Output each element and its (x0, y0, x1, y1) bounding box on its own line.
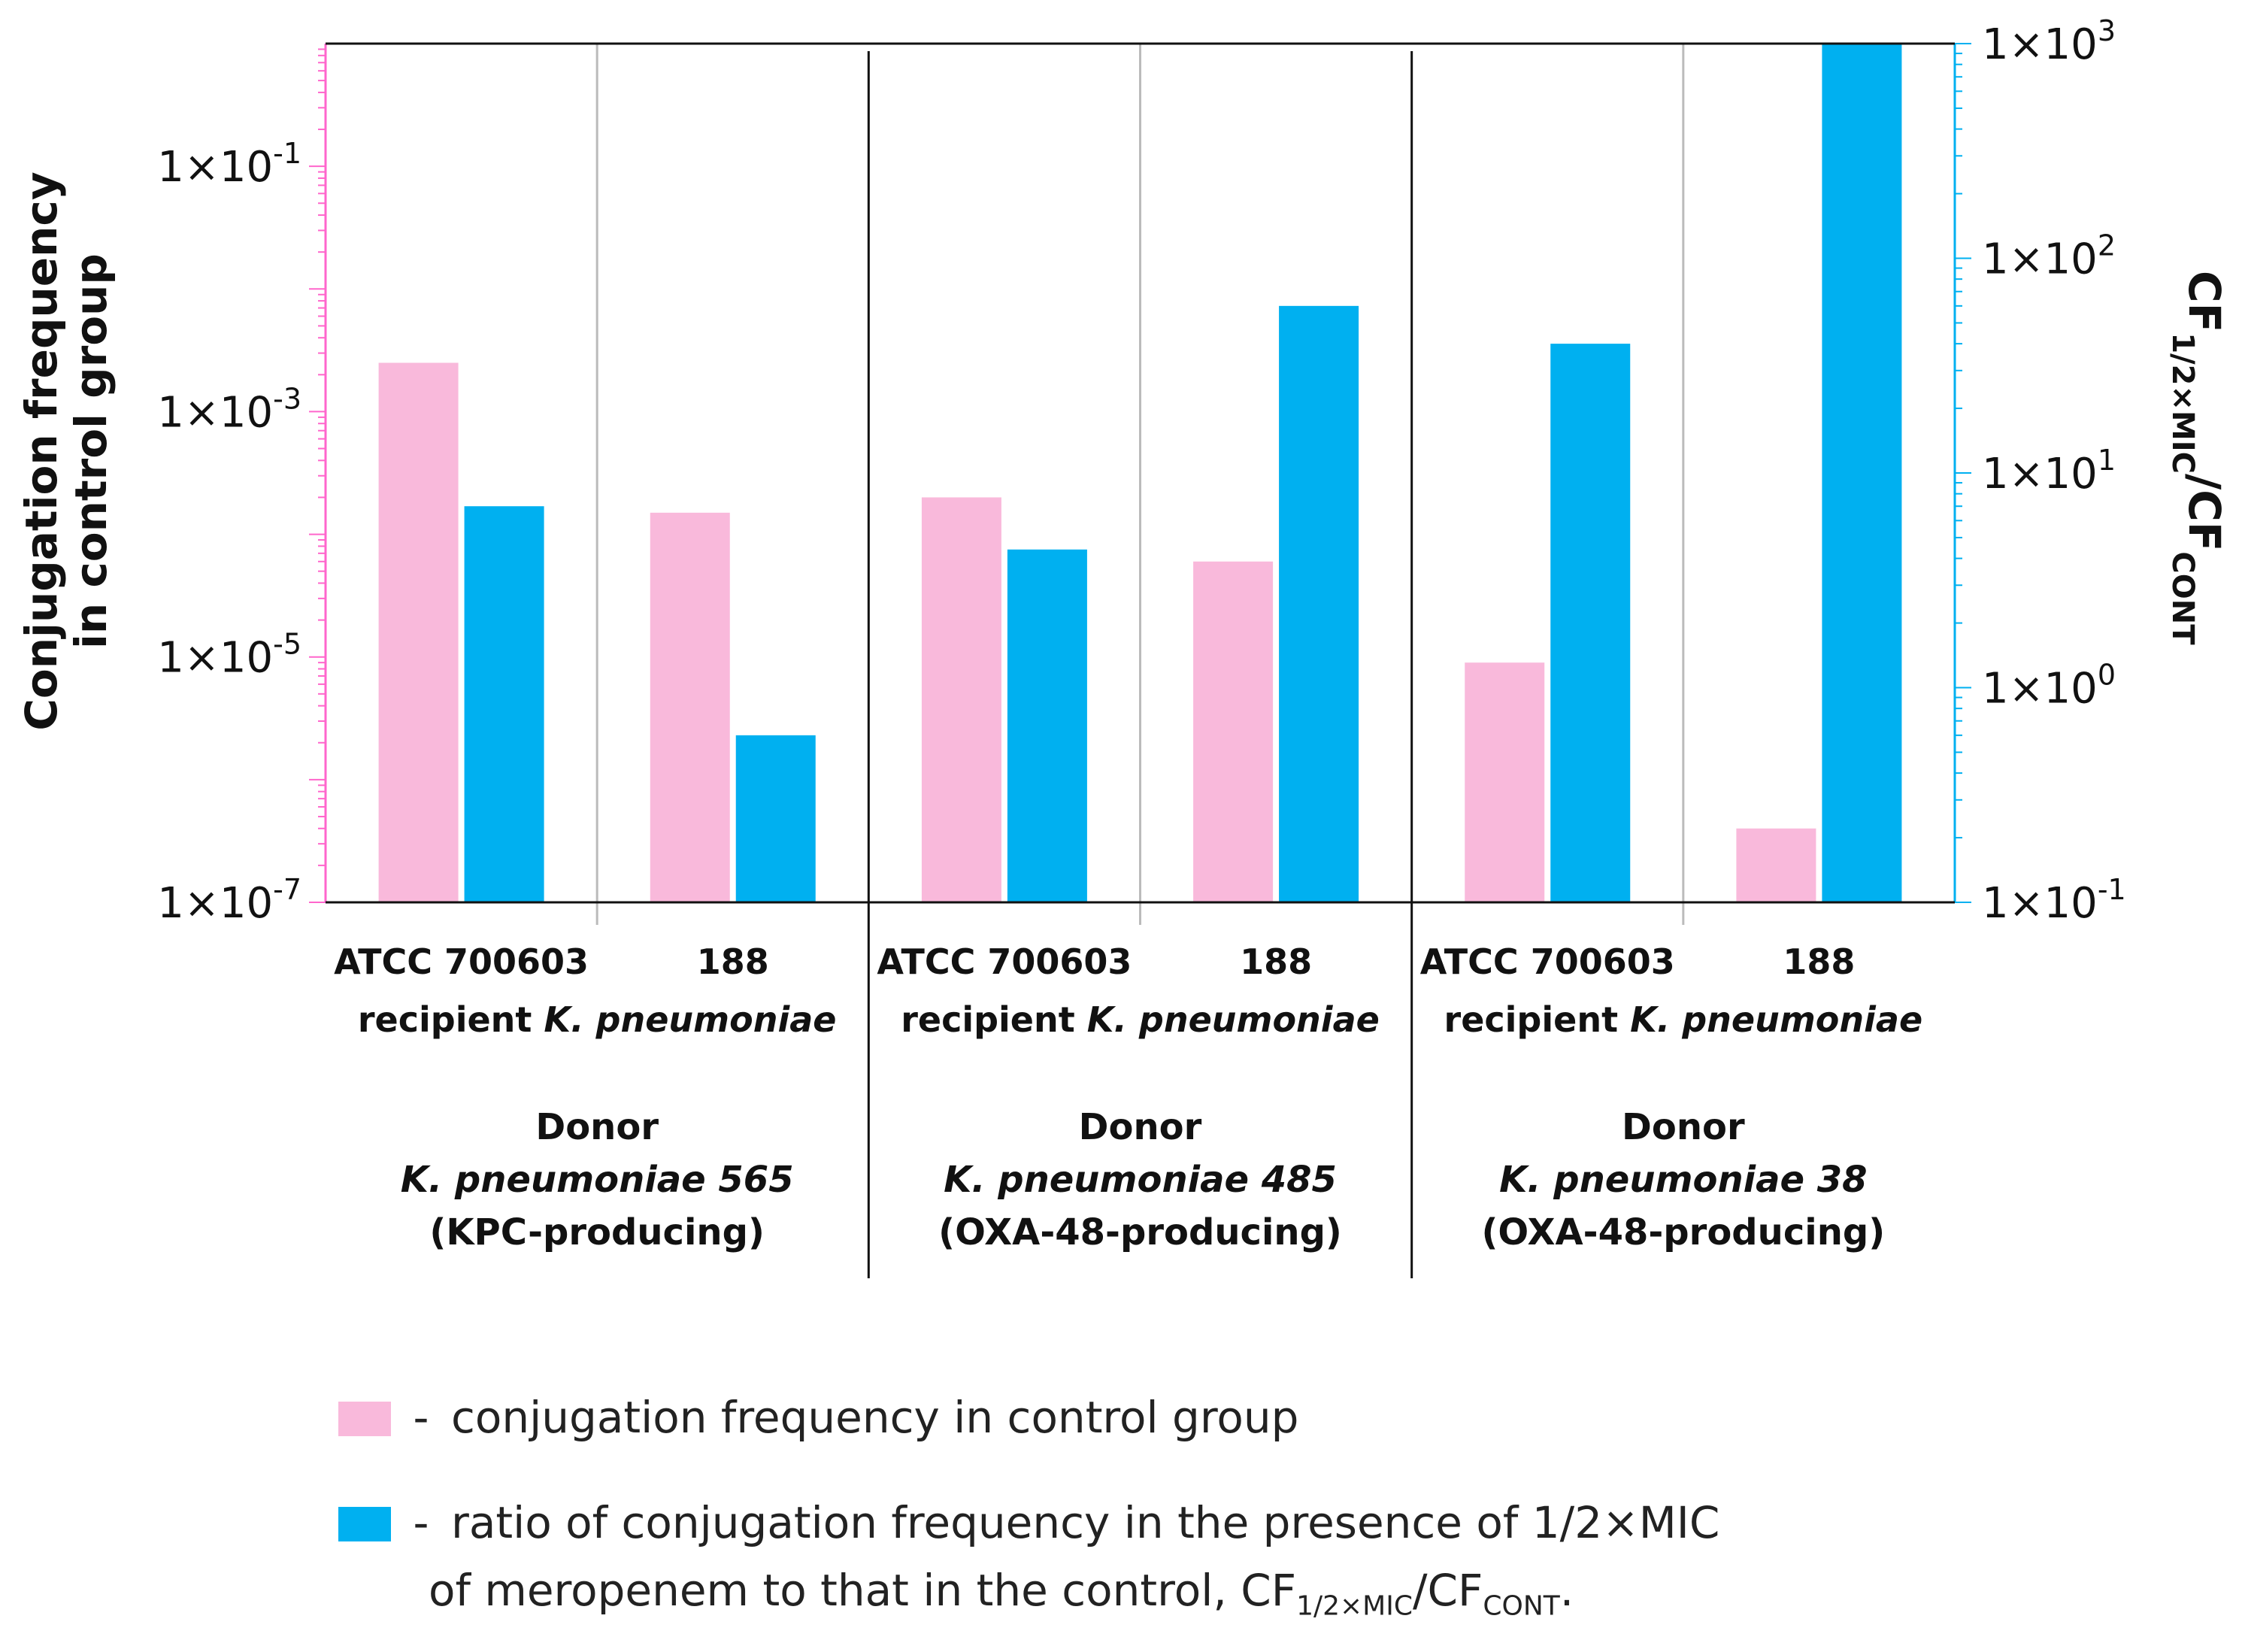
donor-name: K. pneumoniae 485 (944, 1159, 1337, 1201)
bar-ratio (1007, 549, 1087, 902)
bar-ratio (464, 506, 544, 902)
legend-text-blue: ratio of conjugation frequency in the pr… (451, 1489, 2218, 1557)
donor-label: Donor (1622, 1106, 1745, 1148)
donor-type: (OXA-48-producing) (1481, 1211, 1885, 1253)
x-category-label: 188 (1240, 941, 1312, 982)
y-right-label: CF1/2×MIC/CFCONT (2165, 271, 2230, 645)
x-category-label: ATCC 700603 (1420, 941, 1675, 982)
y-right-tick-label: 1×103 (1982, 14, 2116, 69)
bar-ratio (1279, 305, 1359, 902)
bars-layer (378, 44, 1902, 902)
y-left-label-line2: in control group (65, 253, 117, 649)
legend-dash: - (413, 1392, 429, 1443)
recipient-species-label: recipient K. pneumoniae (358, 999, 837, 1040)
x-category-label: 188 (1783, 941, 1855, 982)
y-right-tick-label: 1×10-1 (1982, 873, 2126, 928)
donor-name: K. pneumoniae 38 (1499, 1159, 1867, 1201)
chart: 1×10-7 1×10-5 1×10-3 1×10-1 1×10-1 1×100 1×101… (16, 14, 2230, 1278)
legend-dash: - (413, 1497, 429, 1548)
bar-control-frequency (921, 497, 1001, 902)
y-left-tick-label: 1×10-5 (157, 628, 301, 683)
bar-control-frequency (378, 362, 459, 902)
y-right-tick-label: 1×100 (1982, 659, 2116, 714)
bar-ratio (735, 735, 816, 902)
legend-text-blue-line1: ratio of conjugation frequency in the pr… (451, 1497, 1720, 1548)
bar-control-frequency (1465, 662, 1545, 902)
bar-control-frequency (1736, 828, 1816, 902)
y-left-tick-label: 1×10-1 (157, 137, 301, 192)
legend-text-blue-line2: of meropenem to that in the control, CF1… (429, 1565, 1574, 1622)
legend-item-pink: - conjugation frequency in control group (338, 1384, 2218, 1451)
y-left-tick-label: 1×10-3 (157, 382, 301, 437)
recipient-species-label: recipient K. pneumoniae (1444, 999, 1923, 1040)
y-left-label-line1: Conjugation frequency (16, 171, 67, 730)
donor-type: (KPC-producing) (429, 1211, 764, 1253)
x-category-label: ATCC 700603 (334, 941, 589, 982)
legend-item-blue: - ratio of conjugation frequency in the … (338, 1489, 2218, 1557)
legend-swatch-blue (338, 1507, 391, 1541)
legend-text-pink: conjugation frequency in control group (451, 1392, 1299, 1443)
x-category-label: 188 (697, 941, 769, 982)
legend: - conjugation frequency in control group… (338, 1384, 2218, 1641)
legend-swatch-pink (338, 1402, 391, 1436)
donor-type: (OXA-48-producing) (938, 1211, 1342, 1253)
axes-layer (309, 42, 1971, 904)
x-category-label: ATCC 700603 (877, 941, 1132, 982)
y-right-tick-label: 1×101 (1982, 444, 2116, 499)
dividers-layer (595, 44, 1685, 1278)
donor-label: Donor (1079, 1106, 1202, 1148)
recipient-species-label: recipient K. pneumoniae (901, 999, 1380, 1040)
y-left-tick-label: 1×10-7 (157, 873, 301, 928)
bar-control-frequency (1193, 561, 1274, 902)
bar-ratio (1550, 344, 1631, 902)
bar-control-frequency (650, 512, 730, 902)
donor-name: K. pneumoniae 565 (401, 1159, 794, 1201)
labels-layer: 1×10-7 1×10-5 1×10-3 1×10-1 1×10-1 1×100 1×101… (157, 14, 2125, 1253)
bar-ratio (1822, 44, 1902, 902)
y-right-tick-label: 1×102 (1982, 229, 2116, 284)
donor-label: Donor (535, 1106, 659, 1148)
